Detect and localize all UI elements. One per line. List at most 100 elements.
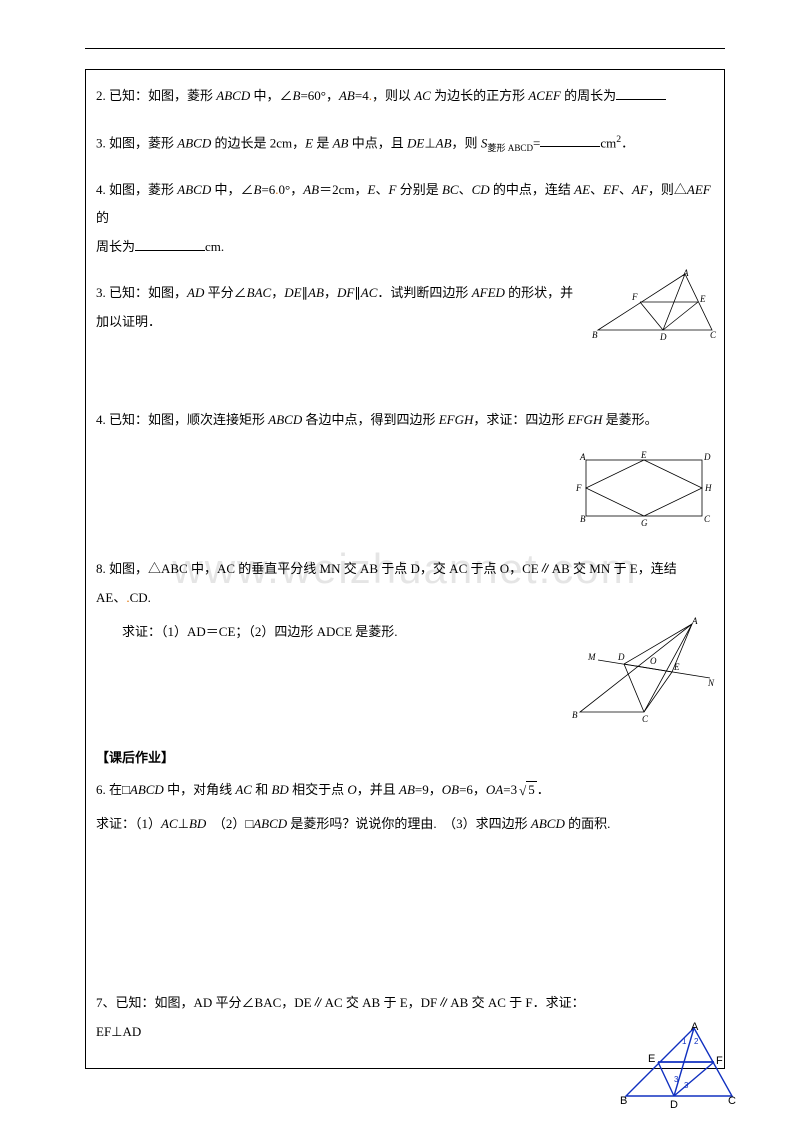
text: 中，对角线 — [164, 782, 236, 797]
text: BAC — [247, 285, 272, 300]
label: B — [620, 1095, 627, 1107]
text: EFGH — [568, 412, 603, 427]
text: □ — [245, 816, 253, 831]
label: D — [670, 1099, 678, 1110]
text: ABCD — [253, 816, 287, 831]
figure-rectangle: A B C D E F G H — [574, 450, 714, 528]
label: A — [691, 616, 698, 626]
text: cm. — [205, 239, 224, 254]
text: ，求证：四边形 — [473, 412, 567, 427]
label: 3 — [674, 1075, 679, 1084]
text: ，则△ — [648, 182, 687, 197]
label: D — [659, 332, 667, 342]
text: BD — [271, 782, 288, 797]
text: EFGH — [439, 412, 474, 427]
label: 3 — [684, 1081, 689, 1090]
text: 、 — [459, 182, 472, 197]
text: AC — [235, 782, 252, 797]
page-container: www.weizhuannet.com 2. 已知：如图，菱形 ABCD 中，∠… — [85, 48, 725, 1069]
label: M — [587, 652, 596, 662]
label: 2 — [694, 1037, 699, 1046]
text: 相交于点 — [289, 782, 348, 797]
text: ，则以 — [372, 88, 414, 103]
text: AC — [414, 88, 431, 103]
text: EF — [603, 182, 619, 197]
label: E — [648, 1053, 655, 1065]
text: ABCD — [531, 816, 565, 831]
label: F — [575, 483, 582, 493]
text: ．试判断四边形 — [377, 285, 471, 300]
text: AF — [632, 182, 648, 197]
text: =9， — [415, 782, 442, 797]
text: ，并且 — [357, 782, 399, 797]
label: E — [699, 294, 706, 304]
text: DE — [284, 285, 301, 300]
text: 和 — [252, 782, 272, 797]
text: 是菱形吗？说说你的理由. （3）求四边形 — [287, 816, 531, 831]
label: B — [572, 710, 578, 720]
text: 平分∠ — [204, 285, 246, 300]
text: 分别是 — [396, 182, 442, 197]
text: 8. 如图，△ABC 中，AC 的垂直平分线 MN 交 AB 于点 D，交 AC… — [96, 561, 677, 605]
text: 2. 已知：如图，菱形 — [96, 88, 216, 103]
text: 为边长的正方形 — [431, 88, 529, 103]
label: A — [579, 452, 586, 462]
text: AB — [436, 135, 452, 150]
text: =6， — [459, 782, 486, 797]
text: ABCD — [216, 88, 250, 103]
question-3a: 3. 如图，菱形 ABCD 的边长是 2cm，E 是 AB 中点，且 DE⊥AB… — [96, 129, 714, 158]
text: AB — [399, 782, 415, 797]
text: OA — [486, 782, 503, 797]
text: 是 — [313, 135, 333, 150]
text: AC — [161, 816, 178, 831]
blank-fill[interactable] — [616, 87, 666, 100]
section-header: 【课后作业】 — [96, 747, 714, 766]
text: 0°， — [279, 182, 304, 197]
label: D — [703, 452, 711, 462]
text: ABCD — [177, 135, 211, 150]
label: C — [642, 714, 649, 724]
text: ⊥ — [178, 816, 189, 831]
label: O — [650, 656, 657, 666]
text: AB — [339, 88, 355, 103]
text: AFED — [472, 285, 505, 300]
text: （2） — [206, 816, 245, 831]
text: AC — [361, 285, 378, 300]
text: 的边长是 2cm， — [211, 135, 305, 150]
text: ABCD — [268, 412, 302, 427]
text: BD — [189, 816, 206, 831]
text: 3. 已知：如图， — [96, 285, 187, 300]
text: 6. 在 — [96, 782, 122, 797]
blank-fill[interactable] — [135, 238, 205, 251]
text: ， — [324, 285, 337, 300]
text: AEF — [687, 182, 711, 197]
blank-fill[interactable] — [540, 134, 600, 147]
text: DF — [337, 285, 354, 300]
label: H — [704, 483, 712, 493]
question-8: 8. 如图，△ABC 中，AC 的垂直平分线 MN 交 AB 于点 D，交 AC… — [96, 555, 714, 612]
label: G — [641, 518, 648, 528]
text: 、 — [590, 182, 603, 197]
label: 1 — [682, 1037, 687, 1046]
sqrt-icon: 5 — [517, 776, 537, 805]
text: ABCD — [130, 782, 164, 797]
text: =6 — [261, 182, 275, 197]
text: 的面积. — [565, 816, 611, 831]
text: E — [305, 135, 313, 150]
text: O — [347, 782, 356, 797]
text: 的周长为 — [561, 88, 616, 103]
content-frame: www.weizhuannet.com 2. 已知：如图，菱形 ABCD 中，∠… — [85, 69, 725, 1069]
label: C — [728, 1095, 736, 1107]
top-rule — [85, 48, 725, 49]
text: 中点，且 — [348, 135, 407, 150]
text: BC — [442, 182, 459, 197]
label: D — [617, 652, 625, 662]
text: 4. 已知：如图，顺次连接矩形 — [96, 412, 268, 427]
text: □ — [122, 782, 130, 797]
text: ． — [537, 782, 550, 797]
text: 、 — [619, 182, 632, 197]
text: 4. 如图，菱形 — [96, 182, 177, 197]
text: 中，∠ — [250, 88, 292, 103]
text: AD — [187, 285, 204, 300]
figure-triangle-2: A B C D E F 1 2 3 3 — [620, 1020, 740, 1110]
